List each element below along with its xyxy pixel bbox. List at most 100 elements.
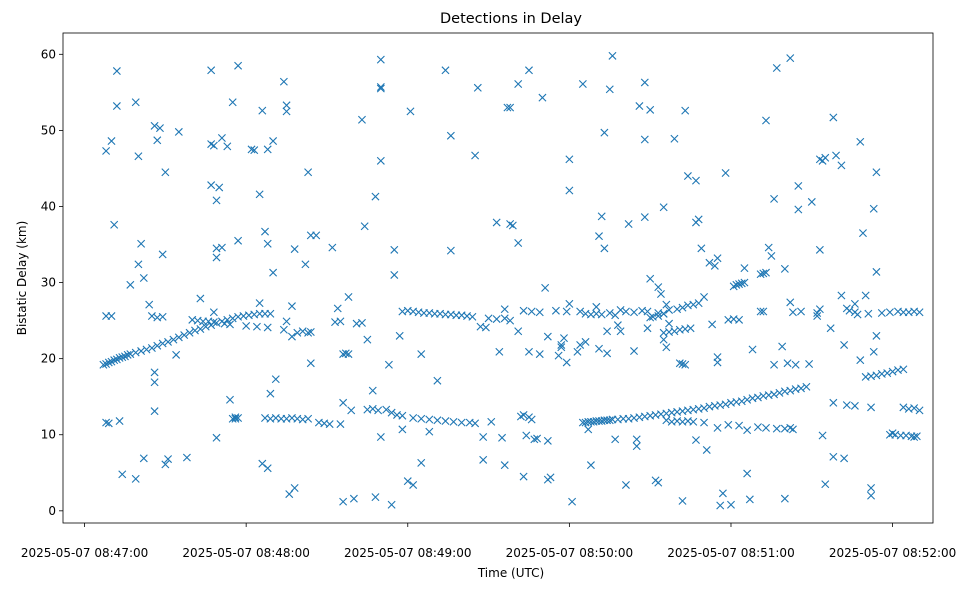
data-point [565, 186, 574, 195]
data-point [398, 425, 407, 434]
data-point [802, 382, 811, 391]
data-point [797, 307, 806, 316]
data-point [139, 454, 148, 463]
data-point [829, 452, 838, 461]
data-point [788, 308, 797, 317]
data-point [829, 398, 838, 407]
data-point [573, 347, 582, 356]
data-point [592, 302, 601, 311]
data-point [279, 77, 288, 86]
data-point [772, 424, 781, 433]
data-point [867, 403, 876, 412]
data-point [551, 306, 560, 315]
data-point [209, 308, 218, 317]
data-point [562, 307, 571, 316]
data-point [99, 360, 108, 369]
data-point [255, 299, 264, 308]
data-point [223, 315, 232, 324]
data-point [912, 432, 921, 441]
data-point [252, 322, 261, 331]
data-point [743, 395, 752, 404]
data-point [845, 306, 854, 315]
data-point [328, 243, 337, 252]
data-point [514, 239, 523, 247]
data-point [266, 389, 275, 398]
data-point [702, 445, 711, 454]
data-point [646, 105, 655, 114]
data-point [780, 494, 789, 503]
data-point [269, 137, 278, 146]
data-point [632, 442, 641, 451]
data-point [842, 401, 851, 410]
data-point [417, 350, 426, 359]
data-point [858, 229, 867, 238]
data-point [543, 332, 552, 341]
data-point [662, 300, 671, 309]
data-point [137, 347, 146, 356]
data-point [403, 477, 412, 486]
data-point [840, 454, 849, 463]
data-point [131, 474, 140, 483]
data-point [226, 320, 234, 329]
data-point [226, 395, 234, 404]
data-point [376, 433, 385, 442]
data-point [287, 302, 296, 311]
data-point [640, 135, 649, 144]
y-axis-ticks: 0 10 20 30 40 50 60 [41, 47, 63, 518]
data-point [172, 350, 181, 359]
data-point [212, 196, 221, 205]
data-point [797, 384, 806, 393]
data-point [595, 344, 603, 353]
data-point [818, 431, 827, 440]
x-tick-label: 2025-05-07 08:50:00 [506, 546, 633, 560]
data-point [390, 245, 399, 254]
data-point [112, 102, 121, 111]
data-point [255, 190, 264, 199]
data-point [269, 268, 278, 277]
data-point [112, 67, 121, 76]
data-point [786, 298, 795, 307]
data-point [646, 313, 655, 322]
data-point [867, 491, 876, 500]
data-point [425, 427, 434, 436]
data-point [479, 455, 488, 464]
y-tick-label: 60 [41, 47, 56, 61]
data-point [748, 345, 757, 354]
data-point [207, 66, 216, 75]
data-point [721, 169, 730, 177]
data-point [371, 493, 380, 502]
data-point [339, 497, 348, 506]
plot-area-frame [62, 32, 934, 524]
data-point [678, 359, 687, 368]
data-point [115, 417, 124, 426]
data-point [605, 309, 614, 317]
data-point [691, 436, 700, 445]
data-point [888, 367, 897, 376]
data-point [576, 340, 585, 349]
data-point [150, 121, 159, 130]
data-point [807, 197, 816, 206]
data-point [743, 426, 752, 435]
data-point [290, 245, 299, 254]
data-point [662, 416, 671, 425]
data-point [740, 264, 749, 273]
data-point [110, 220, 119, 229]
data-point [783, 359, 792, 368]
data-point [131, 98, 140, 107]
data-point [341, 349, 350, 358]
data-point [541, 283, 550, 292]
data-point [735, 280, 744, 289]
data-point [153, 341, 162, 350]
data-point [691, 176, 700, 185]
y-axis-label: Bistatic Delay (km) [15, 221, 29, 336]
data-point [805, 359, 814, 368]
data-point [899, 365, 908, 374]
data-point [145, 300, 154, 309]
data-point [376, 156, 385, 165]
data-point [473, 83, 482, 92]
data-point [832, 151, 841, 160]
data-point [185, 328, 194, 337]
data-point [910, 404, 919, 413]
data-point [554, 351, 563, 360]
